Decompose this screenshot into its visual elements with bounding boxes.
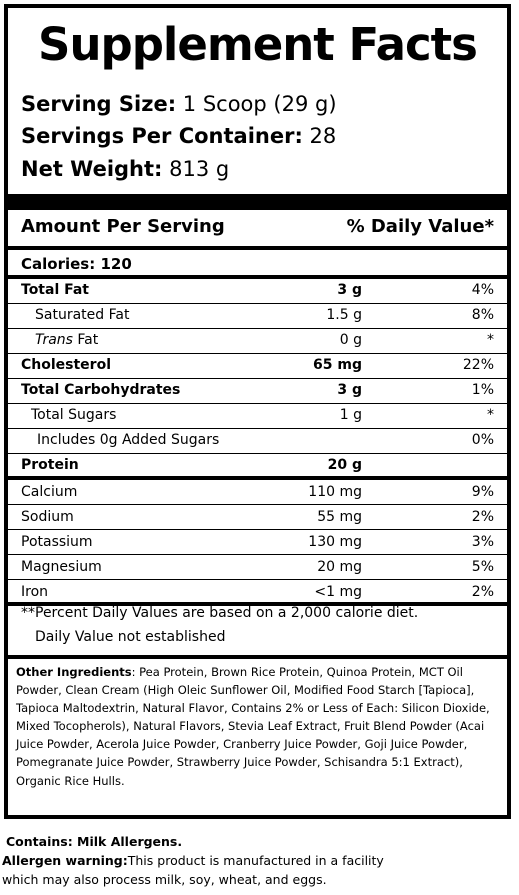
nutrient-dv: 5% <box>471 559 494 575</box>
thick-divider <box>8 194 507 210</box>
nutrient-dv: 2% <box>471 584 494 600</box>
nutrient-row-trans-fat: Trans Fat 0 g * <box>21 328 494 353</box>
row-divider <box>8 504 507 505</box>
amount-per-serving-header: Amount Per Serving <box>21 216 225 237</box>
serving-size-label: Serving Size: <box>21 92 177 116</box>
trans-italic: Trans <box>35 332 73 348</box>
allergen-warning-line2: which may also process milk, soy, wheat,… <box>2 872 327 887</box>
nutrient-amount: 3 g <box>337 282 362 298</box>
calories-divider <box>8 275 507 279</box>
nutrient-dv: 8% <box>471 307 494 323</box>
net-weight-label: Net Weight: <box>21 157 163 181</box>
nutrient-name: Magnesium <box>21 559 102 575</box>
row-divider <box>8 428 507 429</box>
percent-dv-footnote: **Percent Daily Values are based on a 2,… <box>21 605 419 621</box>
dv-not-established-footnote: Daily Value not established <box>35 629 226 645</box>
nutrient-dv: 4% <box>471 282 494 298</box>
nutrient-name: Potassium <box>21 534 93 550</box>
column-header: Amount Per Serving % Daily Value* <box>21 215 494 239</box>
nutrient-amount: 20 mg <box>317 559 362 575</box>
nutrient-name: Protein <box>21 457 79 473</box>
nutrient-name: Includes 0g Added Sugars <box>37 432 220 448</box>
row-divider <box>8 453 507 454</box>
daily-value-header: % Daily Value* <box>346 216 494 237</box>
row-divider <box>8 579 507 580</box>
row-divider <box>8 353 507 354</box>
nutrient-dv: 2% <box>471 509 494 525</box>
nutrient-name: Iron <box>21 584 49 600</box>
nutrient-amount: <1 mg <box>314 584 362 600</box>
nutrient-amount: 1.5 g <box>326 307 362 323</box>
allergen-warning-label: Allergen warning: <box>2 853 128 868</box>
nutrient-name: Total Fat <box>21 282 90 298</box>
other-ingredients: Other Ingredients: Pea Protein, Brown Ri… <box>16 663 501 790</box>
other-ingredients-label: Other Ingredients <box>16 665 132 679</box>
nutrient-dv: 22% <box>462 357 494 373</box>
nutrient-name: Cholesterol <box>21 357 111 373</box>
serving-size-value: 1 Scoop (29 g) <box>182 92 337 116</box>
nutrient-name: Saturated Fat <box>35 307 130 323</box>
nutrient-row-total-fat: Total Fat 3 g 4% <box>21 278 494 303</box>
header-divider <box>8 246 507 250</box>
serving-size: Serving Size: 1 Scoop (29 g) <box>21 90 337 118</box>
nutrient-dv: * <box>487 332 494 348</box>
nutrient-row-protein: Protein 20 g <box>21 453 494 478</box>
nutrient-amount: 110 mg <box>308 484 362 500</box>
contains-statement: Contains: Milk Allergens. <box>6 833 182 851</box>
calories: Calories: 120 <box>21 255 132 273</box>
supplement-facts-panel: Supplement Facts Serving Size: 1 Scoop (… <box>4 4 511 819</box>
nutrient-dv: 9% <box>471 484 494 500</box>
other-ingredients-text: : Pea Protein, Brown Rice Protein, Quino… <box>16 665 490 788</box>
nutrient-row-potassium: Potassium 130 mg 3% <box>21 530 494 555</box>
ingredients-divider <box>8 655 507 659</box>
nutrient-amount: 3 g <box>337 382 362 398</box>
nutrient-amount: 0 g <box>339 332 362 348</box>
nutrient-row-iron: Iron <1 mg 2% <box>21 580 494 605</box>
contains-text: Contains: Milk Allergens. <box>6 834 183 849</box>
row-divider <box>8 554 507 555</box>
allergen-warning: Allergen warning:This product is manufac… <box>2 852 384 870</box>
nutrient-amount: 20 g <box>327 457 362 473</box>
nutrient-amount: 55 mg <box>317 509 362 525</box>
nutrient-row-calcium: Calcium 110 mg 9% <box>21 480 494 505</box>
nutrient-dv: 1% <box>471 382 494 398</box>
servings-per-container-value: 28 <box>309 124 337 148</box>
nutrient-name: Trans Fat <box>35 328 98 352</box>
row-divider <box>8 303 507 304</box>
net-weight: Net Weight: 813 g <box>21 155 229 183</box>
trans-rest: Fat <box>72 332 99 348</box>
nutrient-row-sodium: Sodium 55 mg 2% <box>21 505 494 530</box>
row-divider <box>8 378 507 379</box>
iron-divider <box>8 602 507 606</box>
nutrient-dv: 0% <box>471 432 494 448</box>
nutrient-name: Calcium <box>21 484 78 500</box>
nutrient-dv: 3% <box>471 534 494 550</box>
nutrient-name: Total Carbohydrates <box>21 382 181 398</box>
nutrient-name: Total Sugars <box>31 407 117 423</box>
nutrient-dv: * <box>487 407 494 423</box>
row-divider <box>8 403 507 404</box>
row-divider <box>8 529 507 530</box>
nutrient-amount: 1 g <box>339 407 362 423</box>
nutrient-row-saturated-fat: Saturated Fat 1.5 g 8% <box>21 303 494 328</box>
row-divider <box>8 328 507 329</box>
servings-per-container-label: Servings Per Container: <box>21 124 303 148</box>
nutrient-row-added-sugars: Includes 0g Added Sugars 0% <box>21 428 494 453</box>
net-weight-value: 813 g <box>169 157 230 181</box>
allergen-warning-line1: This product is manufactured in a facili… <box>127 853 384 868</box>
panel-title: Supplement Facts <box>38 18 478 71</box>
protein-divider <box>8 476 507 480</box>
nutrient-row-total-sugars: Total Sugars 1 g * <box>21 403 494 428</box>
servings-per-container: Servings Per Container: 28 <box>21 122 336 150</box>
nutrient-row-total-carbohydrates: Total Carbohydrates 3 g 1% <box>21 378 494 403</box>
nutrient-row-magnesium: Magnesium 20 mg 5% <box>21 555 494 580</box>
nutrient-row-cholesterol: Cholesterol 65 mg 22% <box>21 353 494 378</box>
nutrient-amount: 130 mg <box>308 534 362 550</box>
nutrient-amount: 65 mg <box>313 357 362 373</box>
nutrient-name: Sodium <box>21 509 74 525</box>
